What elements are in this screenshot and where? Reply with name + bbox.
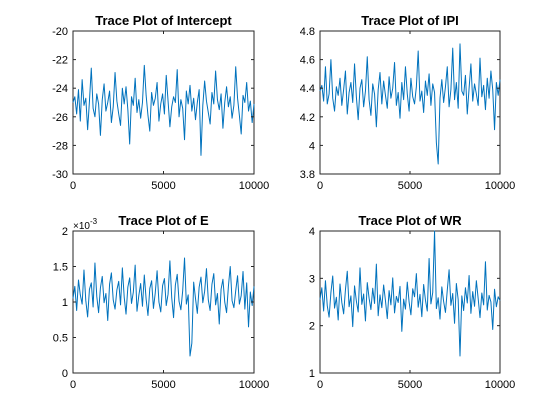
trace-line <box>72 64 255 156</box>
y-tick-label: -26 <box>52 112 68 124</box>
x-tick-label: 0 <box>70 379 76 391</box>
y-tick-label: 1.5 <box>53 262 68 274</box>
x-tick-label: 10000 <box>239 180 270 192</box>
x-tick-label: 5000 <box>151 379 175 391</box>
trace-line <box>72 257 255 357</box>
axes-frame <box>319 230 501 374</box>
chart-title: Trace Plot of WR <box>358 213 462 228</box>
y-tick-label: 1 <box>309 368 315 380</box>
x-tick-label: 5000 <box>398 180 422 192</box>
y-tick-label: 4.4 <box>300 83 315 95</box>
x-tick-label: 10000 <box>485 379 516 391</box>
y-tick-label: 2 <box>309 321 315 333</box>
trace-line <box>319 43 501 165</box>
x-tick-label: 0 <box>70 180 76 192</box>
y-exponent-label: ×10-3 <box>73 217 98 232</box>
chart-title: Trace Plot of IPI <box>361 13 459 28</box>
y-tick-label: -28 <box>52 140 68 152</box>
trace-plot-panel-2: 0 5000 10000 3.8 4 4.2 4.4 4.6 4.8 Trace Plot of … <box>300 13 516 192</box>
y-tick-label: 3 <box>309 273 315 285</box>
x-tick-label: 5000 <box>151 180 175 192</box>
y-tick-label: 4 <box>309 226 315 238</box>
y-tick-label: -22 <box>52 55 68 67</box>
y-tick-label: -30 <box>52 169 68 181</box>
x-tick-label: 5000 <box>398 379 422 391</box>
y-tick-label: 0 <box>62 368 68 380</box>
y-tick-label: -24 <box>52 83 68 95</box>
trace-plot-panel-4: 0 5000 10000 1 2 3 4 Trace Plot of WR <box>309 213 515 391</box>
y-tick-label: 1 <box>62 297 68 309</box>
x-tick-label: 10000 <box>485 180 516 192</box>
trace-plot-panel-3: 0 5000 10000 0 0.5 1 1.5 2 ×10-3 Trace Plot of E <box>53 213 270 391</box>
y-tick-label: 4 <box>309 140 315 152</box>
x-tick-label: 0 <box>317 379 323 391</box>
chart-title: Trace Plot of E <box>118 213 209 228</box>
y-tick-label: 4.2 <box>300 112 315 124</box>
y-tick-label: 3.8 <box>300 169 315 181</box>
trace-plot-panel-1: 0 5000 10000 -30 -28 -26 -24 -22 -20 Trace Plot o… <box>52 13 269 192</box>
y-tick-label: 0.5 <box>53 333 68 345</box>
y-tick-label: -20 <box>52 26 68 38</box>
y-tick-label: 2 <box>62 226 68 238</box>
y-tick-label: 4.8 <box>300 26 315 38</box>
chart-title: Trace Plot of Intercept <box>95 13 232 28</box>
y-tick-label: 4.6 <box>300 55 315 67</box>
x-tick-label: 10000 <box>239 379 270 391</box>
x-tick-label: 0 <box>317 180 323 192</box>
trace-line <box>319 230 501 357</box>
